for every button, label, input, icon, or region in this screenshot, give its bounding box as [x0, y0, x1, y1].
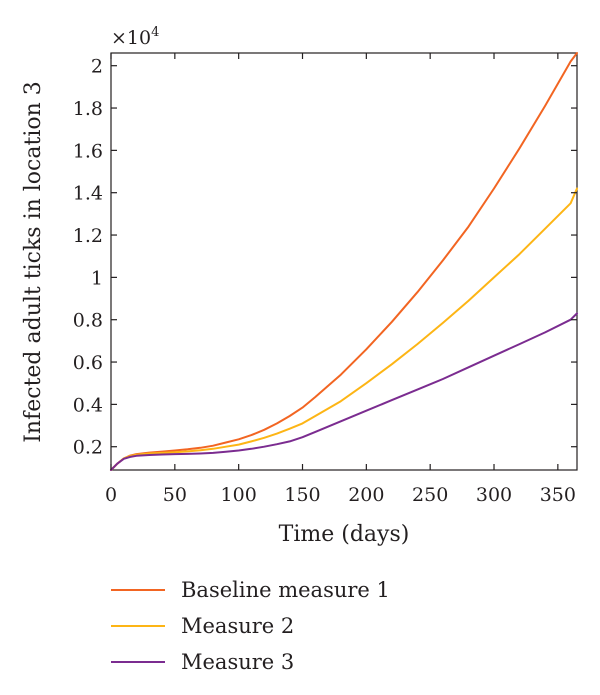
- y-tick-label: 2: [91, 56, 103, 78]
- legend-label-3: Measure 3: [181, 650, 294, 674]
- x-tick-label: 0: [105, 484, 117, 506]
- x-tick-label: 50: [163, 484, 187, 506]
- x-axis-title: Time (days): [279, 522, 410, 547]
- y-tick-label: 0.2: [73, 437, 103, 459]
- x-tick-label: 200: [348, 484, 384, 506]
- y-tick-label: 1: [91, 267, 103, 289]
- y-tick-label: 0.6: [73, 352, 103, 374]
- series-line-3: [110, 312, 578, 471]
- y-tick-label: 1.6: [73, 140, 103, 162]
- x-tick-label: 300: [476, 484, 512, 506]
- legend-label-2: Measure 2: [181, 614, 294, 638]
- x-tick-label: 100: [221, 484, 257, 506]
- y-tick-label: 0.4: [73, 394, 103, 416]
- series-line-2: [110, 187, 578, 471]
- x-tick-label: 350: [540, 484, 576, 506]
- x-tick-label: 150: [284, 484, 320, 506]
- y-axis-title: Infected adult ticks in location 3: [21, 81, 46, 443]
- series-layer: [110, 52, 578, 471]
- plot-frame: [110, 52, 578, 471]
- y-tick-label: 1.2: [73, 225, 103, 247]
- y-multiplier-exponent: 4: [151, 25, 159, 40]
- y-tick-label: 1.4: [73, 183, 103, 205]
- x-axis-ticks: 0 50 100 150 200 250 300 350: [105, 53, 576, 506]
- y-tick-label: 1.8: [73, 98, 103, 120]
- y-tick-label: 0.8: [73, 310, 103, 332]
- legend: Baseline measure 1 Measure 2 Measure 3: [111, 578, 390, 674]
- y-multiplier-label: ×104: [111, 25, 159, 49]
- legend-label-1: Baseline measure 1: [181, 578, 390, 602]
- y-axis-ticks: 0.2 0.4 0.6 0.8 1 1.2 1.4 1.6 1.8 2: [73, 56, 577, 459]
- x-tick-label: 250: [412, 484, 448, 506]
- series-line-1: [110, 52, 578, 471]
